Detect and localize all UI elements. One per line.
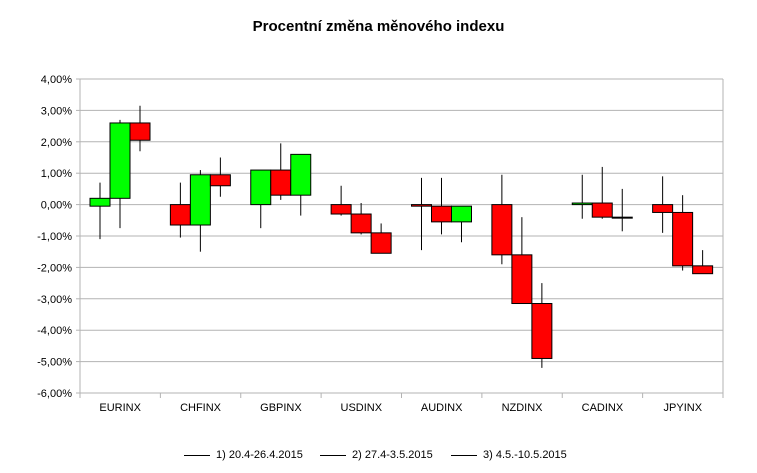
candle-body: [511, 254, 533, 305]
grid-lines: [76, 78, 724, 398]
chart-title: Procentní změna měnového indexu: [252, 18, 505, 35]
legend-item-3: 3) 4.5.-10.5.2015: [451, 449, 567, 461]
x-category-label: NZDINX: [502, 402, 544, 414]
x-category-label: GBPINX: [260, 402, 302, 414]
x-category-label: AUDINX: [421, 402, 463, 414]
candle-body: [531, 303, 553, 359]
candle-body: [250, 169, 272, 206]
legend-item-1: 1) 20.4-26.4.2015: [184, 449, 303, 461]
candles: [89, 105, 714, 368]
candle-body: [290, 153, 312, 196]
legend-label-1: 1) 20.4-26.4.2015: [216, 449, 303, 461]
x-category-label: USDINX: [341, 402, 383, 414]
candle-body: [431, 205, 452, 223]
x-category-label: JPYINX: [664, 402, 703, 414]
y-tick-label: -2,00%: [37, 262, 72, 274]
candle-body: [330, 204, 352, 215]
candle-body: [169, 204, 191, 226]
candle-body: [591, 202, 613, 218]
y-tick-label: -1,00%: [37, 231, 72, 243]
y-tick-label: 1,00%: [41, 168, 72, 180]
y-tick-label: -3,00%: [37, 294, 72, 306]
candle-body: [350, 213, 372, 234]
legend-label-2: 2) 27.4-3.5.2015: [352, 449, 433, 461]
y-tick-label: 0,00%: [41, 200, 72, 212]
candle-body: [109, 122, 131, 199]
legend-line: [451, 454, 477, 456]
legend: 1) 20.4-26.4.2015 2) 27.4-3.5.2015 3) 4.…: [0, 449, 757, 465]
candle-body: [189, 174, 211, 226]
candle-body: [692, 265, 714, 275]
candle-body: [652, 204, 674, 213]
x-axis-labels: EURINX CHFINX GBPINX USDINX AUDINX NZDINX CADI…: [99, 402, 702, 414]
y-tick-label: -6,00%: [37, 388, 72, 400]
y-tick-label: -4,00%: [37, 325, 72, 337]
x-category-label: CHFINX: [180, 402, 222, 414]
y-tick-label: 3,00%: [41, 105, 72, 117]
candle-body: [491, 204, 513, 256]
y-axis-ticks: 4,00% 3,00% 2,00% 1,00% 0,00% -1,00% -2,00% -3,…: [37, 74, 72, 400]
candle-body: [129, 122, 151, 141]
candle-body: [672, 211, 694, 267]
y-tick-label: 2,00%: [41, 137, 72, 149]
candle-body: [370, 232, 392, 254]
x-category-label: EURINX: [99, 402, 141, 414]
legend-label-3: 3) 4.5.-10.5.2015: [483, 449, 567, 461]
candle-body: [270, 169, 292, 196]
legend-line: [184, 454, 210, 456]
candle-body: [571, 202, 593, 206]
candle-body: [611, 216, 633, 219]
y-tick-label: -5,00%: [37, 357, 72, 369]
candle-body: [451, 205, 472, 223]
candle-body: [89, 197, 111, 207]
y-tick-label: 4,00%: [41, 74, 72, 86]
candlestick-chart: 4,00% 3,00% 2,00% 1,00% 0,00% -1,00% -2,00% -3,…: [37, 74, 724, 414]
candle-body: [209, 174, 231, 187]
candle-body: [411, 204, 432, 207]
legend-item-2: 2) 27.4-3.5.2015: [320, 449, 433, 461]
legend-line: [320, 454, 346, 456]
x-category-label: CADINX: [582, 402, 624, 414]
